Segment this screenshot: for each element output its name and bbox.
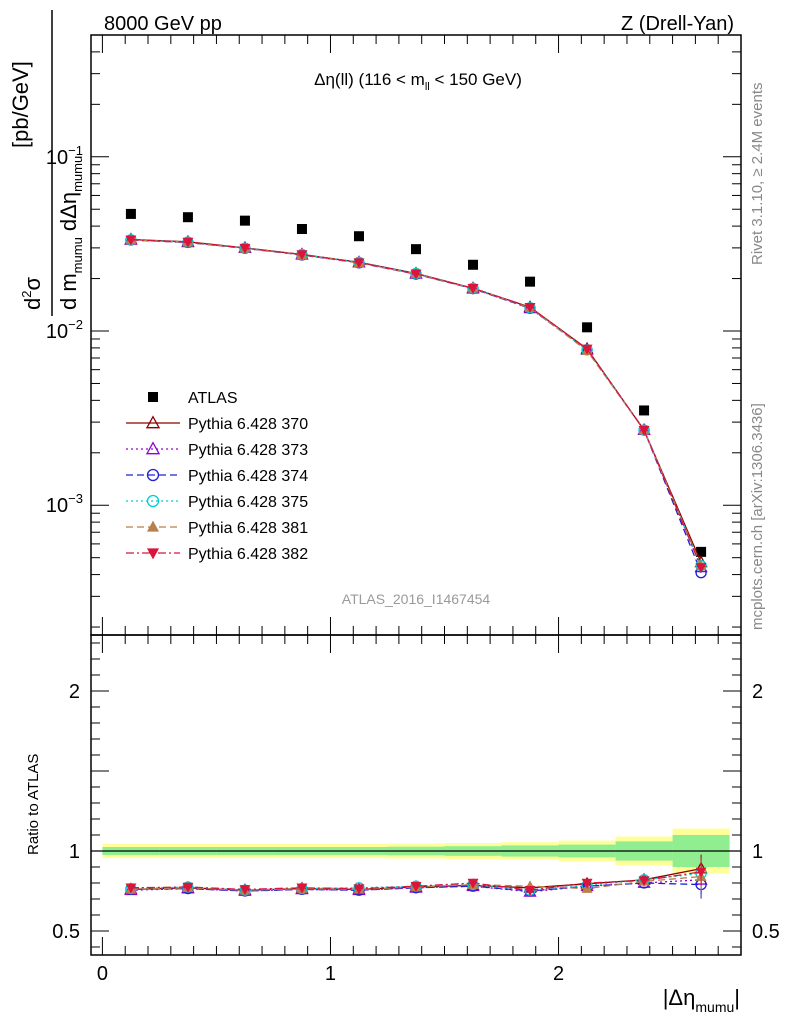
ratio-ytick-label-left-0: 0.5 [52, 921, 80, 943]
point-0-2 [239, 215, 250, 226]
ratio-point-5-9 [638, 876, 650, 887]
legend-marker-0 [148, 392, 158, 402]
legend-item-0: ATLAS [148, 390, 238, 407]
point-6-6 [467, 283, 479, 294]
legend-marker-5 [146, 520, 160, 532]
legend-marker-1 [145, 415, 161, 429]
x-axis-label-end: | [734, 985, 740, 1010]
legend-marker-4 [146, 494, 160, 508]
legend-item-4: Pythia 6.428 375 [126, 494, 308, 511]
ratio-line-5 [130, 871, 702, 891]
ratio-ytick-label-right-2: 2 [752, 681, 763, 703]
ratio-frame [90, 634, 742, 956]
mcplots-label: mcplots.cern.ch [arXiv:1306.3436] [749, 403, 766, 630]
ratio-point-5-4 [353, 884, 365, 895]
point-6-9 [638, 425, 650, 436]
point-6-1 [182, 237, 194, 248]
main-title-b: < 150 GeV) [430, 70, 522, 89]
point-0-3 [296, 224, 307, 235]
legend-item-5: Pythia 6.428 381 [126, 520, 308, 537]
legend-label-6: Pythia 6.428 382 [188, 546, 308, 563]
legend-item-6: Pythia 6.428 382 [126, 546, 308, 563]
point-0-6 [468, 259, 479, 270]
ratio-ytick-label-left-2: 2 [69, 681, 80, 703]
ratio-point-5-0 [125, 883, 137, 894]
legend-marker-3 [146, 468, 160, 482]
legend: ATLAS Pythia 6.428 370 Pythia 6.428 373 Pyt… [126, 390, 308, 563]
ratio-point-5-3 [296, 883, 308, 894]
svg-text:d2σ: d2σ [19, 277, 45, 310]
point-6-8 [581, 344, 593, 355]
ratio-point-5-1 [182, 882, 194, 893]
legend-item-1: Pythia 6.428 370 [126, 415, 308, 433]
main-title-a: Δη(ll) (116 < m [314, 70, 425, 89]
main-ytick-label-0: 10−1 [46, 143, 83, 169]
xtick-label-1: 1 [325, 963, 336, 985]
point-6-3 [296, 250, 308, 261]
legend-label-3: Pythia 6.428 374 [188, 468, 308, 485]
x-axis-label: |Δηmumu| [663, 985, 740, 1015]
ratio-series-5 [125, 857, 707, 896]
legend-item-3: Pythia 6.428 374 [126, 468, 308, 485]
legend-label-4: Pythia 6.428 375 [188, 494, 308, 511]
point-0-5 [411, 244, 421, 255]
ratio-point-5-7 [524, 885, 536, 896]
ratio-point-5-2 [239, 885, 251, 896]
ratio-line-2 [130, 882, 702, 892]
point-6-0 [125, 235, 137, 246]
point-0-1 [182, 212, 193, 223]
rivet-label: Rivet 3.1.10, ≥ 2.4M events [749, 83, 766, 266]
point-0-10 [696, 546, 707, 557]
main-title-sub: ll [425, 81, 430, 93]
point-0-8 [582, 322, 593, 333]
ratio-point-5-8 [581, 878, 593, 889]
ratio-ytick-label-left-1: 1 [69, 841, 80, 863]
header-left: 8000 GeV pp [104, 13, 222, 35]
ratio-ytick-label-right-0: 0.5 [752, 921, 780, 943]
ratio-point-5-6 [467, 878, 479, 889]
xtick-label-0: 0 [97, 963, 108, 985]
point-6-7 [524, 302, 536, 313]
ratio-point-5-10 [695, 867, 707, 878]
point-6-2 [239, 243, 251, 254]
main-ylabel-unit: [pb/GeV] [8, 61, 33, 148]
point-6-4 [353, 258, 365, 269]
main-ylabel: d2σ d mmumu dΔηmumu [pb/GeV] [8, 10, 85, 316]
legend-marker-2 [145, 441, 161, 455]
main-title: Δη(ll) (116 < mll < 150 GeV) [314, 70, 522, 93]
point-0-0 [125, 208, 136, 219]
series-6 [125, 235, 707, 574]
point-6-10 [695, 563, 707, 574]
point-0-9 [639, 405, 650, 416]
legend-label-5: Pythia 6.428 381 [188, 520, 308, 537]
main-ytick-label-2: 10−3 [46, 491, 83, 517]
ratio-ytick-label-right-1: 1 [752, 841, 763, 863]
x-axis-label-main: |Δη [663, 985, 696, 1010]
legend-label-1: Pythia 6.428 370 [188, 416, 308, 433]
header-right: Z (Drell-Yan) [621, 13, 734, 35]
legend-item-2: Pythia 6.428 373 [126, 441, 308, 459]
legend-marker-6 [146, 548, 160, 560]
x-axis-label-sub: mumu [695, 999, 734, 1015]
point-0-4 [353, 231, 364, 242]
xtick-label-2: 2 [553, 963, 564, 985]
series-0 [125, 208, 707, 557]
svg-text:d mmumu dΔηmumu: d mmumu dΔηmumu [56, 156, 85, 310]
main-ytick-label-1: 10−2 [46, 317, 83, 343]
point-0-7 [525, 276, 536, 287]
ratio-point-5-5 [410, 881, 422, 892]
watermark: ATLAS_2016_I1467454 [342, 591, 491, 607]
point-6-5 [410, 269, 422, 280]
legend-label-0: ATLAS [188, 390, 238, 407]
legend-label-2: Pythia 6.428 373 [188, 442, 308, 459]
ratio-line-4 [130, 875, 702, 891]
ratio-ylabel: Ratio to ATLAS [25, 754, 42, 855]
